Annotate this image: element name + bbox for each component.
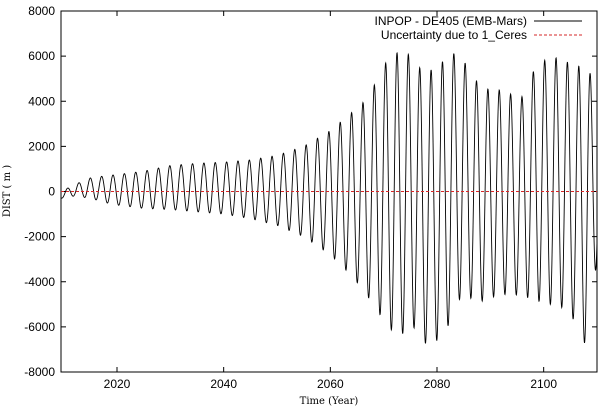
y-axis-ticks: -8000 -6000 -4000 -2000 0 2000 4000 6000 8000: [24, 4, 597, 379]
x-tick-label: 2020: [104, 377, 131, 391]
y-tick-label: -4000: [24, 275, 55, 289]
y-tick-label: 2000: [28, 139, 55, 153]
x-tick-label: 2080: [424, 377, 451, 391]
legend-label-ceres: Uncertainty due to 1_Ceres: [381, 28, 527, 42]
y-tick-label: -6000: [24, 320, 55, 334]
y-tick-label: 0: [48, 185, 55, 199]
series-line-inpop-de405: [60, 52, 598, 344]
y-tick-label: -8000: [24, 365, 55, 379]
x-tick-label: 2100: [530, 377, 557, 391]
legend-label-inpop: INPOP - DE405 (EMB-Mars): [375, 14, 527, 28]
y-tick-label: 6000: [28, 49, 55, 63]
y-tick-label: -2000: [24, 230, 55, 244]
y-tick-label: 8000: [28, 4, 55, 18]
y-axis-title: DIST ( m ): [2, 165, 13, 217]
x-axis-title: Time (Year): [300, 396, 359, 407]
x-axis-ticks: 2020 2040 2060 2080 2100: [104, 11, 557, 391]
x-tick-label: 2060: [317, 377, 344, 391]
legend: INPOP - DE405 (EMB-Mars) Uncertainty due…: [375, 14, 582, 42]
x-tick-label: 2040: [210, 377, 237, 391]
y-tick-label: 4000: [28, 94, 55, 108]
